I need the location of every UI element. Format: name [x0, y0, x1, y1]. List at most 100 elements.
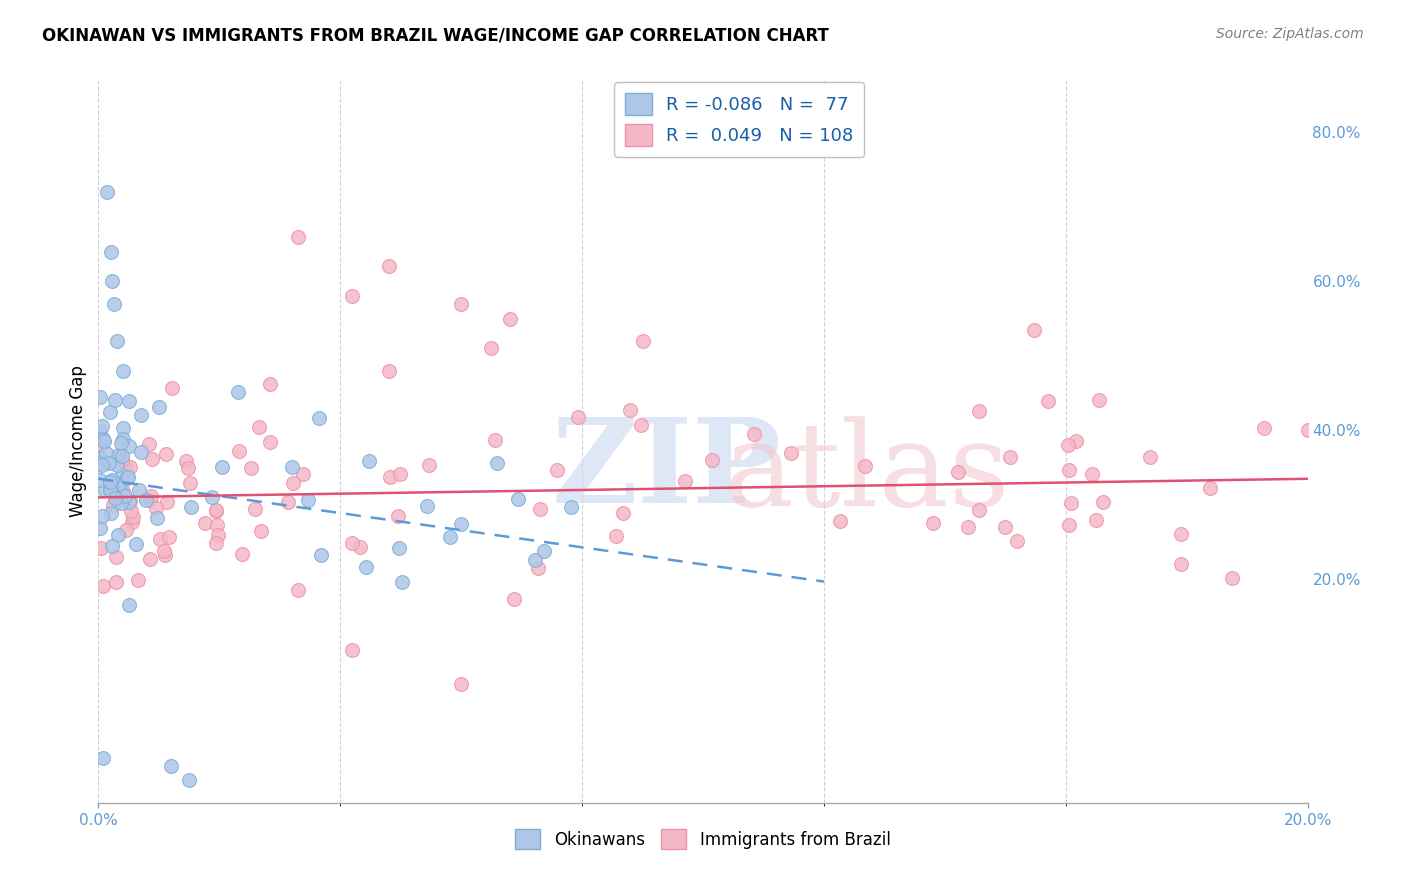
Point [205, 504, 228, 518]
Point [89, 473, 111, 487]
Point [111, 452, 134, 467]
Point [828, 514, 851, 528]
Point [89, 425, 111, 439]
Point [389, 467, 412, 482]
Point [311, 549, 333, 563]
Point [418, 458, 440, 472]
Point [89, 451, 111, 466]
Point [115, 471, 138, 485]
Point [108, 476, 131, 491]
Point [967, 403, 990, 417]
Point [129, 409, 152, 423]
Point [1088, 393, 1111, 408]
Point [1064, 434, 1087, 449]
Point [177, 460, 200, 475]
Point [101, 473, 124, 487]
Point [204, 503, 226, 517]
Point [91, 432, 114, 446]
Point [416, 499, 439, 513]
Point [249, 524, 271, 538]
Point [387, 509, 409, 524]
Point [308, 410, 330, 425]
Point [118, 495, 141, 509]
Point [349, 540, 371, 554]
Point [104, 392, 127, 407]
Point [1220, 570, 1243, 584]
Point [125, 536, 148, 550]
Point [291, 467, 314, 481]
Point [176, 454, 198, 468]
Point [207, 517, 229, 532]
Point [1253, 421, 1275, 435]
Point [148, 400, 170, 414]
Point [118, 393, 141, 408]
Point [1199, 481, 1222, 495]
Point [1085, 513, 1108, 527]
Point [450, 676, 472, 690]
Point [128, 483, 150, 497]
Point [162, 381, 184, 395]
Point [103, 297, 125, 311]
Point [129, 445, 152, 459]
Point [104, 491, 127, 505]
Point [450, 516, 472, 531]
Text: ZIP: ZIP [551, 413, 782, 528]
Point [118, 459, 141, 474]
Point [179, 476, 201, 491]
Point [228, 384, 250, 399]
Point [450, 297, 472, 311]
Point [205, 536, 228, 550]
Point [114, 523, 136, 537]
Point [1057, 437, 1080, 451]
Point [152, 544, 174, 558]
Legend: Okinawans, Immigrants from Brazil: Okinawans, Immigrants from Brazil [505, 819, 901, 860]
Point [546, 463, 568, 477]
Point [160, 758, 183, 772]
Point [194, 516, 217, 531]
Point [619, 403, 641, 417]
Point [1005, 534, 1028, 549]
Point [527, 560, 550, 574]
Point [377, 260, 399, 274]
Point [115, 460, 138, 475]
Point [391, 574, 413, 589]
Point [100, 506, 122, 520]
Point [110, 495, 132, 509]
Point [742, 426, 765, 441]
Point [105, 574, 128, 589]
Point [90, 541, 112, 555]
Point [153, 549, 176, 563]
Point [114, 489, 136, 503]
Point [127, 574, 149, 588]
Point [98, 405, 121, 419]
Point [377, 364, 399, 378]
Point [91, 509, 114, 524]
Point [673, 475, 696, 489]
Point [117, 439, 139, 453]
Point [380, 469, 402, 483]
Text: atlas: atlas [723, 417, 1010, 532]
Point [481, 342, 503, 356]
Point [506, 491, 529, 506]
Point [156, 495, 179, 509]
Point [94, 446, 117, 460]
Point [486, 456, 509, 470]
Point [89, 390, 111, 404]
Point [201, 490, 224, 504]
Point [98, 483, 121, 498]
Point [105, 458, 128, 473]
Point [967, 502, 990, 516]
Y-axis label: Wage/Income Gap: Wage/Income Gap [69, 366, 87, 517]
Point [1170, 527, 1192, 541]
Point [340, 536, 363, 550]
Point [702, 453, 724, 467]
Point [287, 582, 309, 597]
Point [101, 539, 124, 553]
Point [121, 510, 143, 524]
Point [211, 460, 233, 475]
Point [90, 458, 112, 473]
Point [1170, 557, 1192, 571]
Point [277, 495, 299, 509]
Point [921, 516, 943, 531]
Point [157, 529, 180, 543]
